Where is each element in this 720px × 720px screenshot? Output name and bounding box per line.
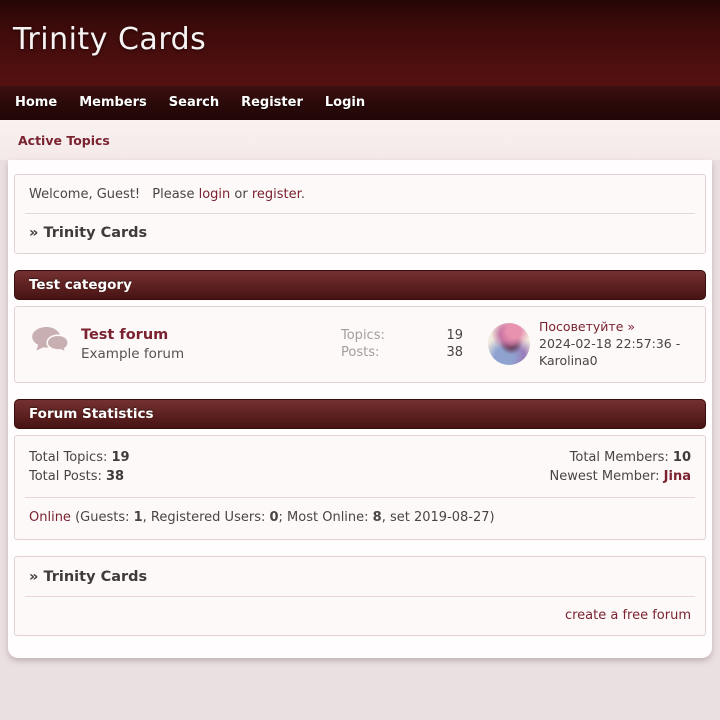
last-post-topic-link[interactable]: Посоветуйте <box>539 319 624 334</box>
total-members-value: 10 <box>672 449 691 465</box>
chat-bubbles-icon <box>31 326 73 363</box>
create-free-forum-link[interactable]: create a free forum <box>564 607 691 623</box>
breadcrumb-arrow: » <box>29 225 39 241</box>
last-post-avatar <box>488 323 530 366</box>
total-posts-value: 38 <box>106 468 125 484</box>
newest-member-label: Newest Member: <box>549 468 660 484</box>
divider <box>25 595 695 597</box>
last-post-author: Karolina0 <box>539 352 598 368</box>
statistics-columns: Total Topics: 19 Total Posts: 38 Total M… <box>29 448 691 486</box>
breadcrumb-board-link[interactable]: Trinity Cards <box>43 225 148 241</box>
site-title[interactable]: Trinity Cards <box>13 22 207 57</box>
total-topics-label: Total Topics: <box>29 449 108 465</box>
online-most-value: 8 <box>372 509 382 525</box>
total-topics-line: Total Topics: 19 <box>29 448 130 467</box>
content-wrapper: Welcome, Guest! Please login or register… <box>8 160 712 658</box>
forum-info: Test forum Example forum <box>73 327 341 362</box>
online-guests-label: (Guests: <box>75 509 130 525</box>
last-post-arrow-link[interactable]: » <box>627 319 636 334</box>
footer-breadcrumb-board-link[interactable]: Trinity Cards <box>43 568 148 585</box>
create-forum-line: create a free forum <box>29 608 691 623</box>
newest-member-line: Newest Member: Jina <box>550 467 691 486</box>
online-tail: , set 2019-08-27) <box>381 509 495 525</box>
last-post-date: 2024-02-18 22:57:36 - <box>539 335 681 351</box>
topics-label: Topics: <box>341 328 385 344</box>
nav-item-search[interactable]: Search <box>168 95 220 110</box>
site-header: Trinity Cards <box>0 0 720 86</box>
total-posts-label: Total Posts: <box>29 468 102 484</box>
total-members-line: Total Members: 10 <box>550 448 691 467</box>
welcome-greeting: Welcome, Guest! <box>29 187 141 202</box>
divider <box>25 496 695 498</box>
online-most-label: ; Most Online: <box>278 509 369 525</box>
posts-row: Posts: 38 <box>341 344 463 361</box>
last-post-info: Посоветуйте » 2024-02-18 22:57:36 - Karo… <box>539 319 691 370</box>
nav-item-register[interactable]: Register <box>241 95 303 110</box>
statistics-header: Forum Statistics <box>14 398 706 429</box>
main-nav: Home Members Search Register Login <box>0 86 720 120</box>
footer-breadcrumb: » Trinity Cards <box>29 569 691 585</box>
category-header: Test category <box>14 270 706 300</box>
forum-row-box: Test forum Example forum Topics: 19 Post… <box>14 306 706 383</box>
total-members-label: Total Members: <box>569 449 669 465</box>
online-link[interactable]: Online <box>29 509 71 525</box>
welcome-period: . <box>300 187 305 202</box>
welcome-or: or <box>234 187 248 202</box>
posts-label: Posts: <box>341 345 380 361</box>
total-posts-line: Total Posts: 38 <box>29 467 130 486</box>
forum-description: Example forum <box>81 345 185 362</box>
posts-count: 38 <box>446 345 463 361</box>
statistics-box: Total Topics: 19 Total Posts: 38 Total M… <box>14 434 706 540</box>
welcome-box: Welcome, Guest! Please login or register… <box>14 174 706 254</box>
statistics-right-column: Total Members: 10 Newest Member: Jina <box>550 448 691 486</box>
nav-item-members[interactable]: Members <box>79 95 147 110</box>
online-registered-label: , Registered Users: <box>142 509 266 525</box>
forum-row: Test forum Example forum Topics: 19 Post… <box>29 319 691 370</box>
online-line: Online (Guests: 1, Registered Users: 0; … <box>29 509 691 527</box>
newest-member-link[interactable]: Jina <box>663 468 691 484</box>
divider <box>25 213 695 214</box>
forum-stats: Topics: 19 Posts: 38 <box>341 327 463 361</box>
register-link[interactable]: register <box>251 187 301 202</box>
nav-item-home[interactable]: Home <box>15 95 58 110</box>
total-topics-value: 19 <box>111 449 130 465</box>
breadcrumb-arrow: » <box>29 568 39 585</box>
nav-item-login[interactable]: Login <box>324 95 366 110</box>
topics-count: 19 <box>446 328 463 344</box>
login-link[interactable]: login <box>198 187 231 202</box>
forum-name-link[interactable]: Test forum <box>81 326 169 343</box>
statistics-left-column: Total Topics: 19 Total Posts: 38 <box>29 448 130 486</box>
online-registered-value: 0 <box>269 509 279 525</box>
footer-box: » Trinity Cards create a free forum <box>14 555 706 636</box>
subnav-strip: Active Topics <box>0 120 720 160</box>
welcome-please: Please <box>152 187 195 202</box>
breadcrumb: » Trinity Cards <box>29 225 691 241</box>
welcome-line: Welcome, Guest! Please login or register… <box>29 187 691 202</box>
active-topics-link[interactable]: Active Topics <box>18 132 110 148</box>
online-guests-value: 1 <box>133 509 143 525</box>
topics-row: Topics: 19 <box>341 327 463 344</box>
